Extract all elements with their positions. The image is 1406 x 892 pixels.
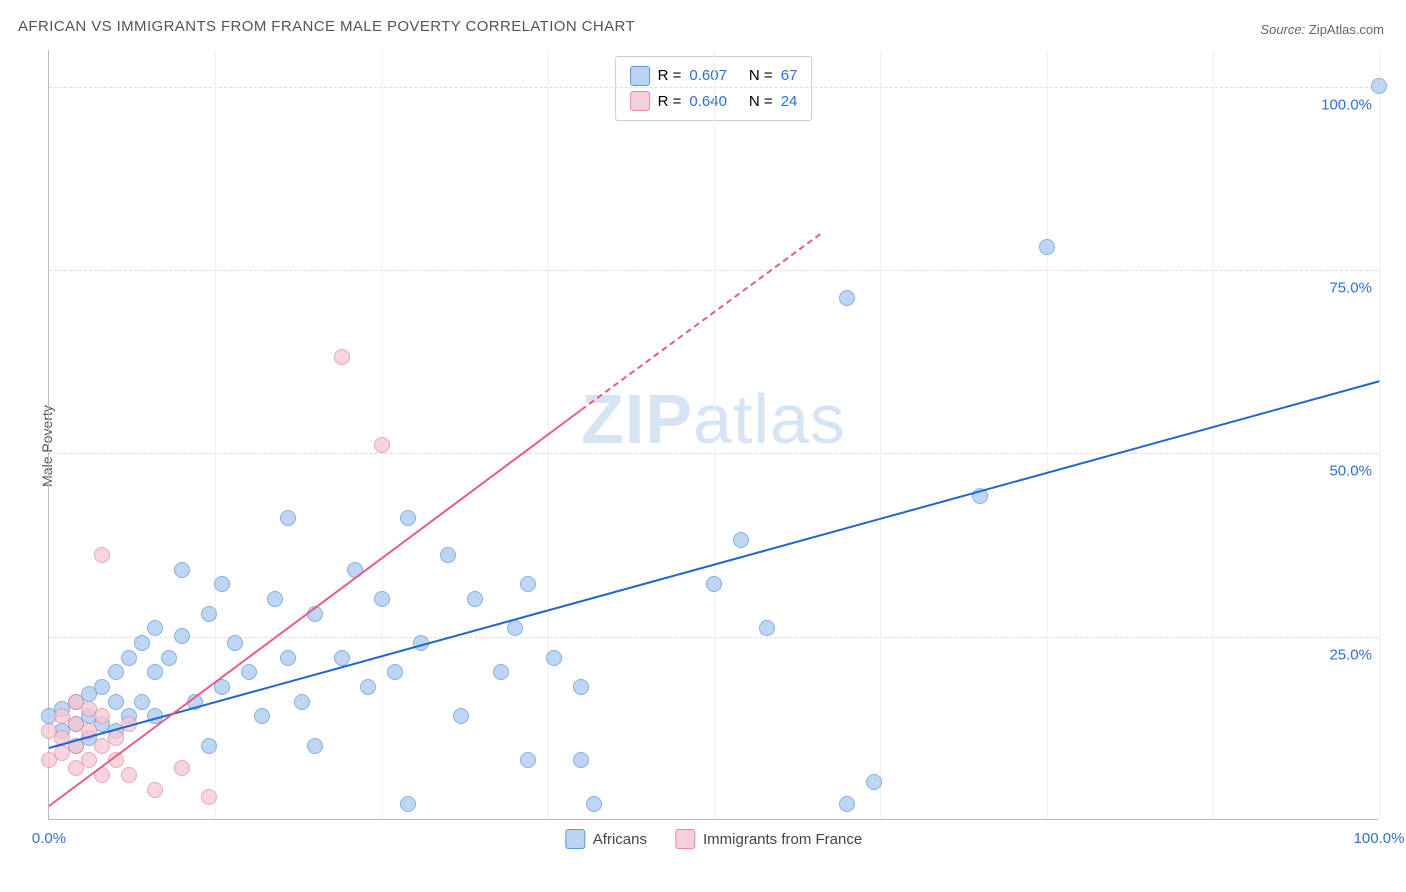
- data-point: [733, 532, 749, 548]
- data-point: [201, 606, 217, 622]
- data-point: [241, 664, 257, 680]
- legend-swatch: [630, 91, 650, 111]
- data-point: [227, 635, 243, 651]
- scatter-plot-area: ZIPatlas R = 0.607N = 67R = 0.640N = 24 …: [48, 50, 1378, 820]
- legend-n-value: 24: [781, 89, 798, 115]
- data-point: [334, 650, 350, 666]
- legend-series-label: Africans: [593, 831, 647, 848]
- legend-series-item: Africans: [565, 829, 647, 849]
- watermark-zip: ZIP: [581, 380, 693, 458]
- data-point: [573, 679, 589, 695]
- x-tick-label: 100.0%: [1354, 830, 1405, 847]
- legend-swatch: [675, 829, 695, 849]
- legend-series-label: Immigrants from France: [703, 831, 862, 848]
- data-point: [81, 752, 97, 768]
- gridline-v: [880, 50, 881, 819]
- legend-r-label: R =: [658, 63, 682, 89]
- data-point: [94, 708, 110, 724]
- gridline-v: [215, 50, 216, 819]
- regression-line-extrapolated: [580, 234, 821, 412]
- y-tick-label: 50.0%: [1329, 463, 1372, 480]
- data-point: [94, 547, 110, 563]
- data-point: [214, 576, 230, 592]
- gridline-v: [1213, 50, 1214, 819]
- data-point: [839, 796, 855, 812]
- legend-swatch: [630, 66, 650, 86]
- data-point: [108, 694, 124, 710]
- data-point: [374, 591, 390, 607]
- legend-n-value: 67: [781, 63, 798, 89]
- data-point: [174, 562, 190, 578]
- data-point: [546, 650, 562, 666]
- data-point: [520, 576, 536, 592]
- data-point: [147, 620, 163, 636]
- legend-r-value: 0.607: [689, 63, 727, 89]
- data-point: [440, 547, 456, 563]
- data-point: [573, 752, 589, 768]
- legend-r-label: R =: [658, 89, 682, 115]
- data-point: [134, 694, 150, 710]
- data-point: [1039, 239, 1055, 255]
- y-tick-label: 75.0%: [1329, 280, 1372, 297]
- gridline-v: [1379, 50, 1380, 819]
- data-point: [108, 664, 124, 680]
- data-point: [134, 635, 150, 651]
- data-point: [400, 796, 416, 812]
- data-point: [147, 664, 163, 680]
- data-point: [254, 708, 270, 724]
- data-point: [1371, 78, 1387, 94]
- data-point: [586, 796, 602, 812]
- data-point: [520, 752, 536, 768]
- data-point: [108, 730, 124, 746]
- y-tick-label: 100.0%: [1321, 96, 1372, 113]
- data-point: [334, 349, 350, 365]
- series-legend: Africans Immigrants from France: [565, 829, 862, 849]
- gridline-v: [382, 50, 383, 819]
- data-point: [174, 628, 190, 644]
- data-point: [706, 576, 722, 592]
- data-point: [507, 620, 523, 636]
- data-point: [400, 510, 416, 526]
- legend-swatch: [565, 829, 585, 849]
- source-value: ZipAtlas.com: [1309, 22, 1384, 37]
- data-point: [453, 708, 469, 724]
- data-point: [121, 767, 137, 783]
- legend-r-value: 0.640: [689, 89, 727, 115]
- data-point: [94, 679, 110, 695]
- watermark-atlas: atlas: [693, 380, 846, 458]
- data-point: [161, 650, 177, 666]
- data-point: [467, 591, 483, 607]
- data-point: [174, 760, 190, 776]
- legend-series-item: Immigrants from France: [675, 829, 862, 849]
- data-point: [307, 738, 323, 754]
- y-tick-label: 25.0%: [1329, 646, 1372, 663]
- data-point: [147, 782, 163, 798]
- data-point: [374, 437, 390, 453]
- data-point: [201, 738, 217, 754]
- data-point: [839, 290, 855, 306]
- legend-n-label: N =: [749, 89, 773, 115]
- data-point: [280, 510, 296, 526]
- data-point: [280, 650, 296, 666]
- data-point: [493, 664, 509, 680]
- gridline-v: [714, 50, 715, 819]
- x-tick-label: 0.0%: [32, 830, 66, 847]
- source-label: Source:: [1260, 22, 1305, 37]
- legend-n-label: N =: [749, 63, 773, 89]
- gridline-v: [1047, 50, 1048, 819]
- data-point: [201, 789, 217, 805]
- data-point: [294, 694, 310, 710]
- data-point: [360, 679, 376, 695]
- data-point: [387, 664, 403, 680]
- data-point: [866, 774, 882, 790]
- data-point: [121, 650, 137, 666]
- data-point: [267, 591, 283, 607]
- chart-title: AFRICAN VS IMMIGRANTS FROM FRANCE MALE P…: [18, 18, 635, 35]
- data-point: [759, 620, 775, 636]
- source-attribution: Source: ZipAtlas.com: [1260, 22, 1384, 37]
